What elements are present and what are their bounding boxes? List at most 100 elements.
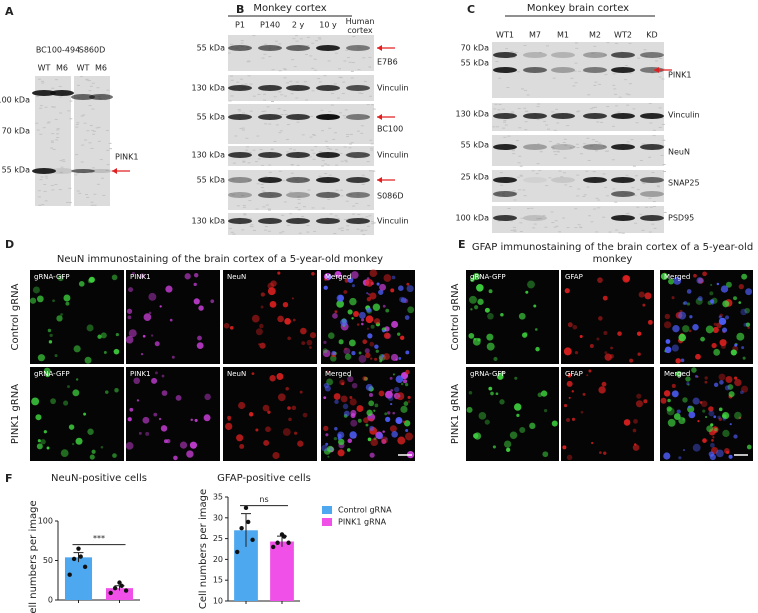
- blot-noise: [662, 164, 666, 166]
- y-tick-label: 35: [213, 493, 223, 502]
- blot-noise: [283, 77, 287, 79]
- cell: [722, 429, 730, 438]
- cell: [492, 445, 496, 449]
- cell: [75, 378, 79, 381]
- blot-noise: [261, 111, 265, 113]
- blot-noise: [352, 213, 356, 215]
- blot-noise: [506, 86, 510, 88]
- blot-noise: [320, 109, 324, 111]
- cell: [724, 385, 730, 391]
- arrow-head: [377, 114, 382, 120]
- blot-noise: [597, 199, 601, 201]
- significance-label: ns: [259, 495, 268, 504]
- cell: [678, 333, 687, 342]
- blot-noise: [61, 159, 65, 161]
- cell: [407, 400, 411, 403]
- cell: [722, 300, 730, 308]
- cell: [100, 332, 107, 339]
- cell: [203, 414, 211, 422]
- channel-label: Merged: [664, 273, 690, 281]
- blot-noise: [512, 57, 516, 59]
- blot-noise: [309, 115, 313, 117]
- cell: [91, 449, 96, 454]
- blot-noise: [293, 66, 297, 68]
- blot-noise: [236, 205, 240, 207]
- blot-noise: [655, 60, 659, 62]
- cell: [642, 303, 646, 307]
- blot-noise: [519, 174, 523, 176]
- cell: [306, 339, 313, 346]
- blot-noise: [59, 112, 63, 114]
- blot-noise: [51, 87, 55, 89]
- blot-noise: [602, 216, 606, 218]
- blot-noise: [69, 100, 73, 102]
- blot-noise: [99, 159, 103, 161]
- channel-label: Merged: [325, 370, 351, 378]
- blot-noise: [232, 194, 236, 196]
- band: [258, 177, 282, 183]
- cell: [665, 339, 671, 344]
- cell: [476, 284, 484, 292]
- blot-noise: [242, 204, 246, 206]
- cell: [267, 410, 271, 414]
- blot-noise: [308, 156, 312, 158]
- blot-noise: [318, 175, 322, 177]
- blot-noise: [552, 77, 556, 79]
- cell: [682, 449, 686, 452]
- blot-noise: [279, 130, 283, 132]
- blot-label: Vinculin: [377, 84, 409, 93]
- band: [523, 52, 547, 58]
- blot-noise: [301, 134, 305, 136]
- blot-noise: [228, 193, 232, 195]
- blot-noise: [513, 229, 517, 231]
- band: [640, 144, 664, 150]
- blot-noise: [350, 77, 354, 79]
- blot-noise: [340, 227, 344, 229]
- blot-noise: [306, 36, 310, 38]
- cell: [378, 390, 385, 397]
- cell: [586, 374, 589, 377]
- blot-noise: [50, 141, 54, 143]
- band: [258, 152, 282, 158]
- blot-noise: [93, 204, 97, 206]
- blot-noise: [65, 201, 69, 203]
- blot-noise: [265, 204, 269, 206]
- cell: [738, 301, 742, 304]
- cell: [675, 370, 682, 378]
- blot-noise: [631, 187, 635, 189]
- blot-noise: [360, 230, 364, 232]
- cell: [700, 336, 705, 342]
- cell: [340, 395, 348, 403]
- band: [583, 113, 607, 119]
- blot-noise: [576, 195, 580, 197]
- cell: [718, 373, 726, 381]
- blot-noise: [344, 117, 348, 119]
- blot-noise: [588, 215, 592, 217]
- blot-noise: [648, 197, 652, 199]
- cell: [366, 296, 372, 302]
- cell: [486, 333, 494, 341]
- bar: [270, 541, 294, 601]
- cell: [725, 281, 732, 288]
- cell: [229, 325, 234, 330]
- blot-noise: [545, 185, 549, 187]
- blot-noise: [344, 109, 348, 111]
- blot-noise: [50, 184, 54, 186]
- cell: [373, 409, 376, 412]
- cell: [405, 432, 413, 441]
- cell: [746, 444, 752, 450]
- blot-noise: [339, 189, 343, 191]
- marker-label: 70 kDa: [461, 44, 490, 53]
- blot-noise: [261, 164, 265, 166]
- blot-noise: [58, 189, 62, 191]
- cell: [712, 326, 719, 334]
- blot-noise: [45, 177, 49, 179]
- blot-noise: [562, 217, 566, 219]
- band: [640, 191, 664, 197]
- cell: [667, 418, 676, 427]
- blot-noise: [240, 42, 244, 44]
- blot-noise: [593, 45, 597, 47]
- cell: [709, 453, 716, 461]
- cell: [333, 393, 341, 400]
- cell: [160, 425, 168, 432]
